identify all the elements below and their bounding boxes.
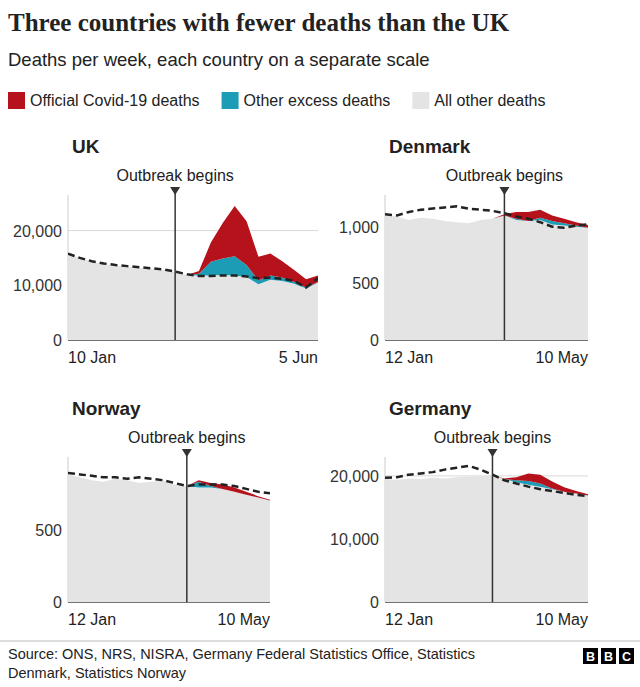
y-tick-label: 20,000 (330, 468, 379, 485)
annotation-line (174, 187, 176, 340)
area-band (385, 214, 588, 340)
legend-label: Official Covid-19 deaths (30, 92, 200, 109)
annotation-label: Outbreak begins (446, 167, 563, 184)
y-tick-label: 10,000 (13, 277, 62, 294)
y-tick-label: 10,000 (330, 531, 379, 548)
y-tick-label: 0 (370, 594, 379, 611)
legend: Official Covid-19 deaths Other excess dea… (8, 92, 546, 109)
panel: Germany 0 10,000 20,000 12 Jan 10 May Outbreak… (330, 398, 588, 628)
logo: BBC (583, 648, 634, 664)
chart-root: Three countries with fewer deaths than t… (0, 0, 640, 687)
x-tick-label: 10 May (536, 611, 588, 628)
x-tick-label: 12 Jan (385, 349, 433, 366)
panel: Norway 0 500 12 Jan 10 May Outbreak begins (35, 398, 270, 628)
annotation-line (186, 449, 188, 602)
line (68, 473, 270, 493)
area-band (68, 206, 318, 288)
legend-label: Other excess deaths (244, 92, 391, 109)
annotation-label: Outbreak begins (116, 167, 233, 184)
y-tick-label: 500 (352, 275, 379, 292)
y-tick-label: 0 (53, 332, 62, 349)
x-tick-label: 12 Jan (385, 611, 433, 628)
x-tick-label: 10 May (218, 611, 270, 628)
panel-title: Norway (72, 398, 141, 419)
panel-title: Germany (389, 398, 472, 419)
source: Denmark, Statistics Norway (8, 665, 187, 681)
y-tick-label: 0 (370, 332, 379, 349)
y-tick-label: 1,000 (339, 219, 379, 236)
logo-box (619, 648, 634, 664)
x-tick-label: 12 Jan (68, 611, 116, 628)
panel-title: UK (72, 136, 100, 157)
area-band (385, 210, 588, 228)
area-band (385, 475, 588, 602)
annotation-label: Outbreak begins (128, 429, 245, 446)
marks (385, 466, 588, 602)
annotation-marker (170, 187, 180, 195)
x-tick-label: 5 Jun (279, 349, 318, 366)
annotation-marker (182, 449, 192, 457)
footer-rule (0, 641, 640, 642)
x-tick-label: 10 Jan (68, 349, 116, 366)
area-band (68, 474, 270, 500)
subtitle: Deaths per week, each country on a separ… (8, 49, 430, 70)
logo-box (583, 648, 598, 664)
annotation-marker (499, 187, 509, 195)
x-tick-label: 10 May (536, 349, 588, 366)
panel: UK 0 10,000 20,000 10 Jan 5 Jun Outbreak begin… (13, 136, 318, 366)
panel: Denmark 0 500 1,000 12 Jan 10 May Outbreak beg… (339, 136, 588, 366)
marks (68, 473, 270, 602)
line (385, 206, 588, 228)
marks (68, 206, 318, 340)
marks (385, 206, 588, 340)
source: Source: ONS, NRS, NISRA, Germany Federal… (8, 646, 475, 662)
line (385, 466, 588, 496)
legend-swatch (8, 92, 25, 109)
annotation-label: Outbreak begins (434, 429, 551, 446)
annotation-marker (487, 449, 497, 457)
annotation-line (492, 449, 494, 602)
logo-box (601, 648, 616, 664)
legend-swatch (412, 92, 429, 109)
line (68, 254, 318, 288)
legend-label: All other deaths (434, 92, 545, 109)
title: Three countries with fewer deaths than t… (8, 9, 510, 36)
panel-title: Denmark (389, 136, 471, 157)
y-tick-label: 0 (53, 594, 62, 611)
legend-swatch (222, 92, 239, 109)
area-band (68, 474, 270, 602)
area-band (68, 474, 270, 500)
y-tick-label: 500 (35, 522, 62, 539)
y-tick-label: 20,000 (13, 223, 62, 240)
grid-line (68, 230, 318, 231)
brand: BBC (586, 650, 631, 664)
annotation-line (504, 187, 506, 340)
